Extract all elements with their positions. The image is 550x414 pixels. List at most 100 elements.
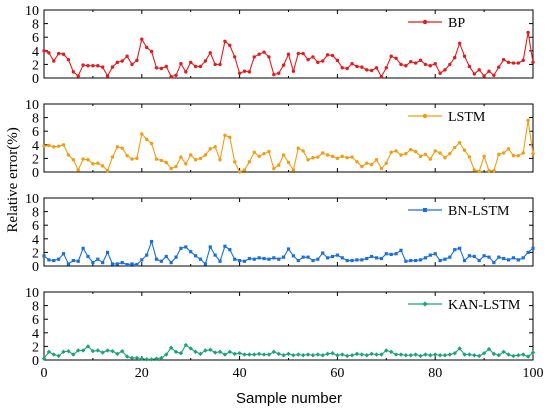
data-point [355,258,359,262]
data-point [438,71,442,75]
data-point [360,258,364,262]
data-point [135,156,139,161]
data-point [227,349,233,355]
data-point [262,50,266,54]
data-point [76,168,80,172]
data-point [379,256,384,261]
data-point [193,349,198,355]
data-point [277,257,281,261]
data-point [242,352,247,357]
data-point [492,261,496,265]
data-point [345,66,349,71]
data-point [335,58,340,63]
data-point [305,352,311,357]
data-point [349,353,355,358]
data-point [457,141,462,145]
data-point [360,65,364,69]
data-point [189,60,193,65]
data-point [369,68,374,73]
data-point [458,246,462,250]
data-point [189,250,193,254]
data-point [438,258,442,263]
data-point [453,145,457,150]
data-point [511,353,516,359]
data-point [433,252,437,256]
data-point [105,168,110,173]
data-point [51,352,56,357]
y-tick-label: 4 [32,45,39,60]
x-tick-label: 100 [523,366,544,381]
x-tick-label: 60 [330,366,344,381]
data-point [169,166,173,171]
data-point [174,255,178,259]
data-point [437,353,443,358]
legend-label: BP [448,16,465,31]
data-point [76,74,80,78]
data-point [311,55,315,59]
y-axis-title: Relative error(%) [5,127,21,232]
data-point [282,255,286,259]
data-point [447,352,453,357]
y-tick-label: 0 [32,72,39,87]
data-point [531,246,535,250]
data-point [497,255,501,259]
data-point [208,347,213,352]
data-point [344,353,350,359]
legend-marker [422,301,428,307]
data-point [154,356,159,361]
data-point [418,258,423,262]
data-point [154,157,159,161]
data-point [531,151,535,156]
data-point [506,147,511,151]
data-point [330,154,335,159]
data-point [365,68,369,72]
data-point [389,252,393,257]
data-point [487,255,491,259]
data-point [477,68,481,72]
data-point [501,151,506,155]
data-point [316,257,320,261]
y-tick-label: 0 [32,260,39,275]
data-point [164,64,168,69]
data-point [457,41,462,46]
data-point [413,149,418,154]
data-point [203,59,208,63]
data-point [47,258,51,262]
data-point [110,348,115,354]
data-point [281,153,286,157]
data-point [389,54,393,58]
data-point [271,349,277,355]
data-point [467,254,472,258]
data-point [467,155,472,159]
data-point [472,168,477,172]
data-point [306,57,310,62]
data-point [188,346,193,351]
data-point [428,353,433,358]
data-point [218,259,222,263]
data-point [208,245,212,249]
data-point [86,158,90,162]
data-point [91,162,95,166]
data-point [330,351,335,356]
data-point [247,160,252,164]
data-point [81,157,85,161]
data-point [291,69,296,73]
data-point [266,352,272,357]
legend-kan-lstm: KAN-LSTM [408,298,521,313]
data-point [325,351,330,357]
data-point [247,256,251,261]
data-point [379,166,384,171]
data-point [388,349,394,355]
data-point [355,160,359,164]
data-point [184,70,188,74]
data-point [355,64,359,69]
data-point [218,158,222,162]
data-point [213,62,217,67]
data-point [86,254,90,259]
data-point [506,258,511,262]
data-point [481,351,487,356]
data-point [149,239,154,244]
data-point [110,155,115,159]
data-point [115,351,120,357]
data-point [223,244,227,248]
